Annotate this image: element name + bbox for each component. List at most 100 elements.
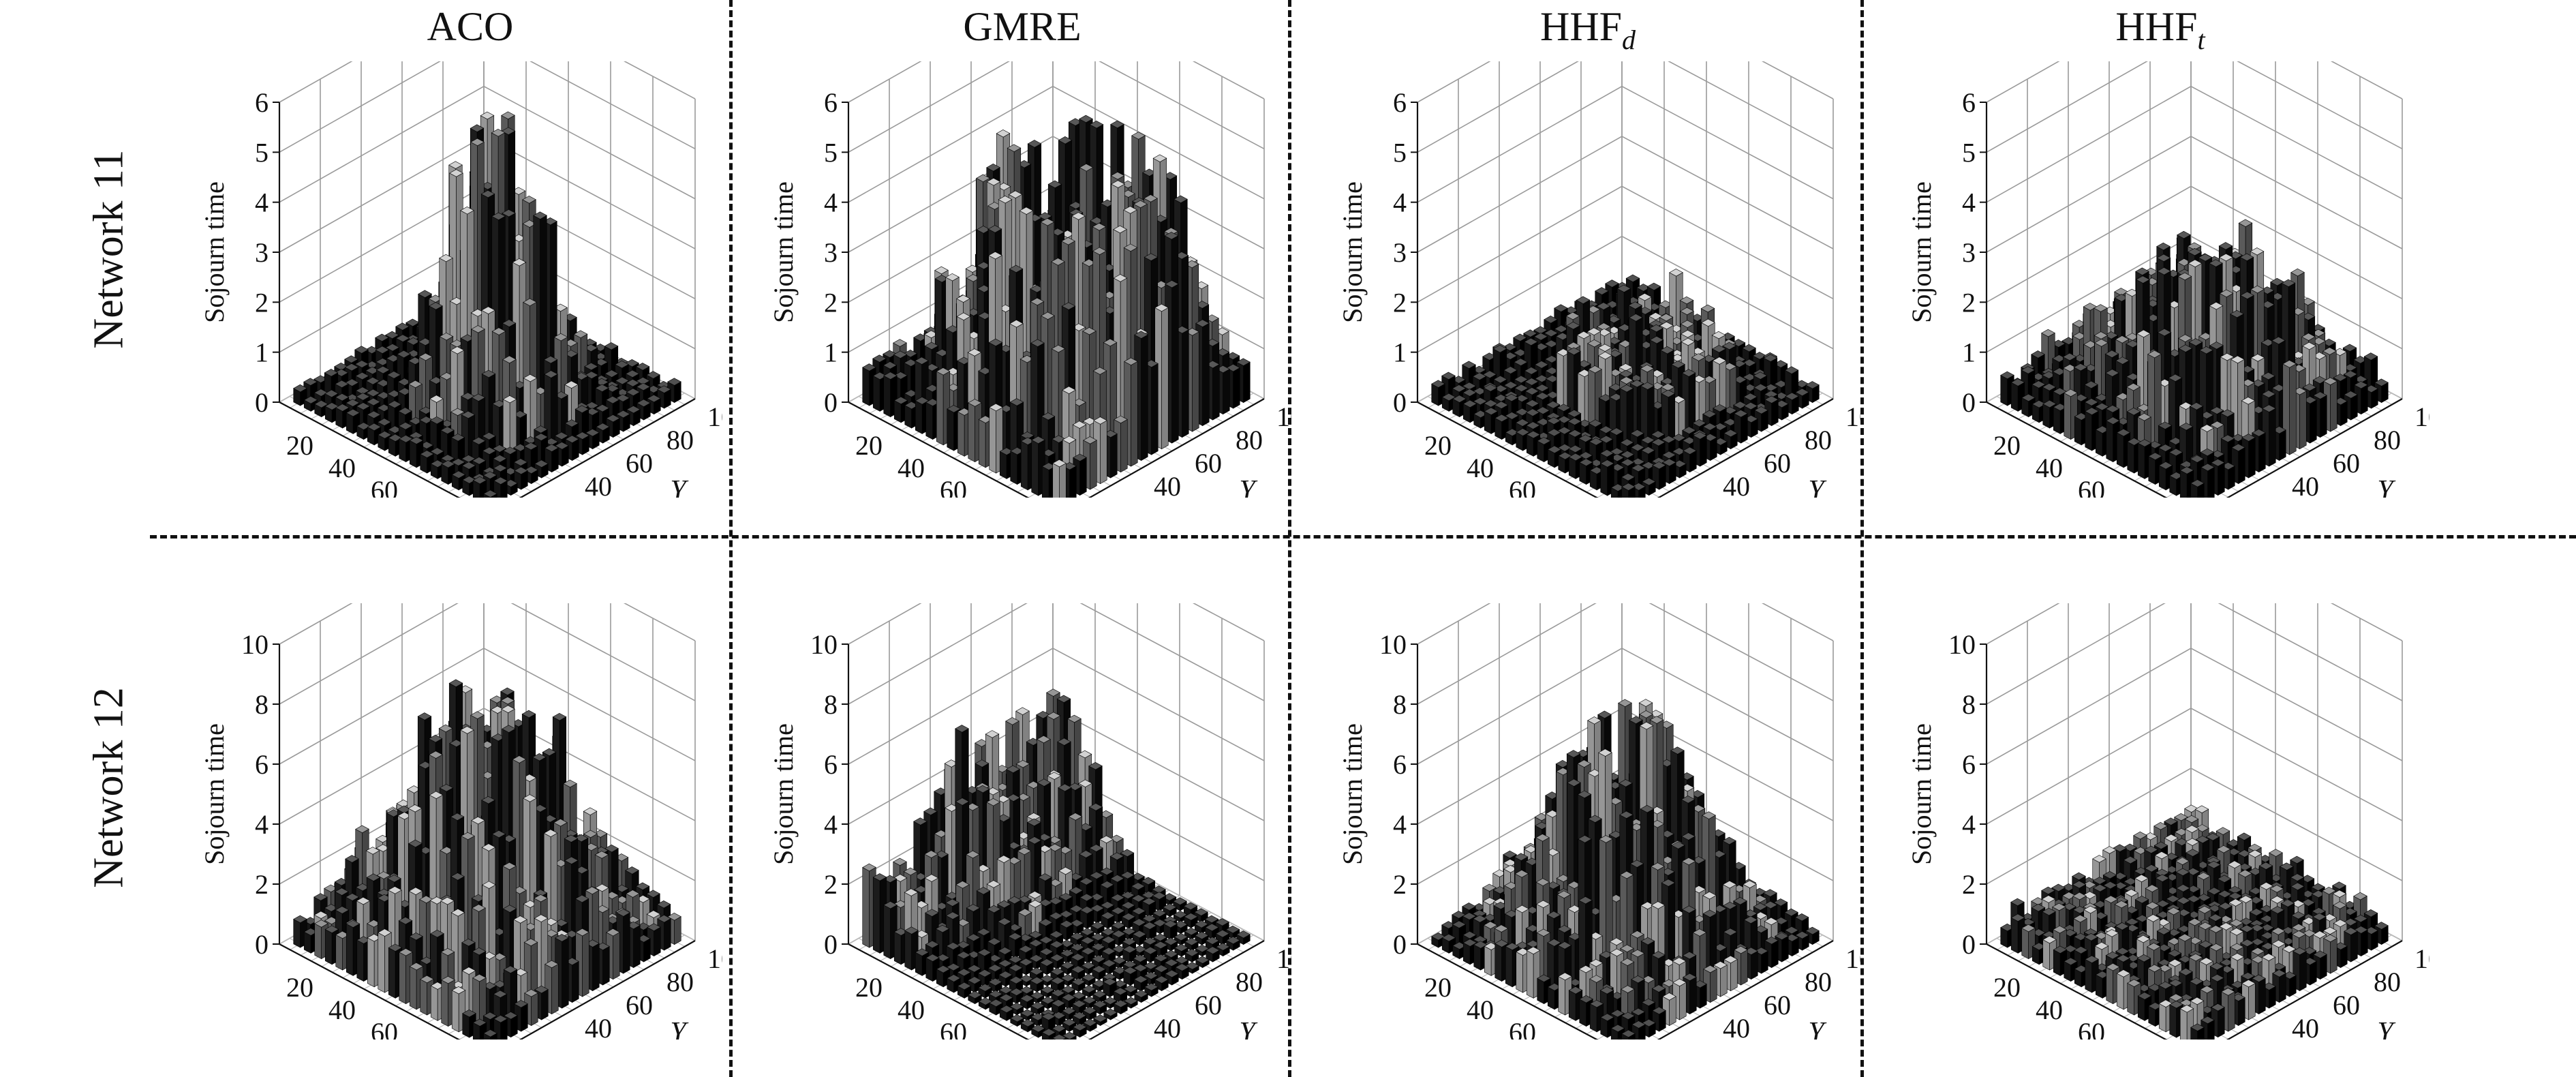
y-axis-label: Y xyxy=(670,475,689,498)
z-tick-label: 0 xyxy=(255,387,269,418)
bar xyxy=(2053,945,2068,976)
bar xyxy=(1134,990,1148,1003)
bar xyxy=(2179,466,2194,498)
bar xyxy=(1120,871,1135,895)
z-tick-label: 10 xyxy=(810,629,838,660)
bar xyxy=(2190,479,2205,498)
bar xyxy=(1068,813,1083,890)
bar xyxy=(1215,929,1230,945)
bar xyxy=(1152,909,1167,923)
bar xyxy=(2169,1000,2183,1038)
col-title-aco: ACO xyxy=(427,4,514,49)
z-axis-label: Sojourn time xyxy=(199,723,230,865)
z-tick-label: 2 xyxy=(1962,869,1976,900)
z-tick-label: 6 xyxy=(824,87,838,118)
bar xyxy=(1052,459,1067,498)
bar xyxy=(1092,1000,1107,1015)
bar xyxy=(1775,932,1789,962)
z-tick-label: 10 xyxy=(1948,629,1976,660)
z-tick-label: 6 xyxy=(824,749,838,780)
bar xyxy=(1040,986,1055,998)
z-tick-label: 6 xyxy=(255,749,269,780)
bar xyxy=(2201,463,2215,498)
bar xyxy=(1194,920,1209,934)
bar xyxy=(1652,1006,1666,1032)
x-tick-label: 40 xyxy=(2036,453,2063,483)
z-tick-label: 3 xyxy=(824,237,838,268)
z-axis-label: Sojourn time xyxy=(1906,723,1937,865)
column-divider-1 xyxy=(729,0,733,1077)
y-tick-label: 20 xyxy=(1113,1036,1140,1040)
y-tick-label: 60 xyxy=(1195,990,1222,1020)
bar xyxy=(1734,409,1748,444)
y-tick-label: 40 xyxy=(1723,1013,1750,1040)
z-tick-label: 4 xyxy=(824,809,838,840)
bar xyxy=(1103,997,1118,1009)
z-axis-label: Sojourn time xyxy=(768,181,799,323)
z-tick-label: 1 xyxy=(824,337,838,368)
z-tick-label: 4 xyxy=(1962,187,1976,218)
bar xyxy=(2064,957,2078,982)
y-tick-label: 40 xyxy=(585,1013,612,1040)
bars xyxy=(2000,804,2389,1040)
y-tick-label: 80 xyxy=(2374,425,2401,455)
x-tick-label: 40 xyxy=(2036,995,2063,1025)
bar xyxy=(483,489,497,498)
column-divider-3 xyxy=(1860,0,1864,1077)
axes xyxy=(278,644,696,1040)
bar xyxy=(1029,954,1043,970)
x-tick-label: 40 xyxy=(328,995,356,1025)
z-tick-label: 6 xyxy=(1393,749,1407,780)
y-axis-label: Y xyxy=(670,1017,689,1040)
bars xyxy=(1431,269,1820,498)
y-tick-label: 100 xyxy=(1845,401,1860,432)
bar xyxy=(1516,428,1530,451)
bars xyxy=(2000,219,2389,498)
y-tick-label: 60 xyxy=(1764,990,1791,1020)
y-tick-label: 60 xyxy=(626,448,653,479)
bar xyxy=(303,396,318,412)
bar xyxy=(1060,961,1075,975)
bar xyxy=(1020,1009,1034,1021)
bar xyxy=(978,984,992,999)
x-tick-label: 60 xyxy=(940,475,967,498)
bar xyxy=(1568,986,1583,1021)
axes xyxy=(1985,644,2403,1040)
y-tick-label: 60 xyxy=(626,990,653,1020)
z-tick-label: 5 xyxy=(824,137,838,168)
z-tick-label: 4 xyxy=(1393,187,1407,218)
bar xyxy=(1114,999,1128,1015)
bar xyxy=(1236,930,1251,945)
bar xyxy=(968,990,982,1005)
y-tick-label: 80 xyxy=(1236,425,1263,455)
bar xyxy=(451,986,466,1033)
bar xyxy=(2344,927,2358,962)
y-tick-label: 80 xyxy=(666,425,694,455)
bar xyxy=(409,436,424,468)
bar xyxy=(2148,452,2162,485)
z-tick-label: 2 xyxy=(824,869,838,900)
bar xyxy=(1082,973,1096,986)
bar xyxy=(1062,1007,1076,1021)
bar xyxy=(303,928,318,954)
y-tick-label: 40 xyxy=(585,471,612,498)
x-tick-label: 40 xyxy=(898,453,925,483)
bar xyxy=(493,1015,508,1040)
bar xyxy=(483,1029,497,1040)
y-tick-label: 100 xyxy=(1276,401,1291,432)
y-axis-label: Y xyxy=(1808,1017,1827,1040)
bar xyxy=(1092,990,1107,1003)
bar xyxy=(1102,959,1116,975)
bars xyxy=(862,115,1251,498)
y-tick-label: 40 xyxy=(2292,1013,2319,1040)
bar xyxy=(585,939,600,992)
bar xyxy=(2064,389,2078,440)
column-divider-2 xyxy=(1288,0,1291,1077)
bar xyxy=(1173,897,1187,911)
